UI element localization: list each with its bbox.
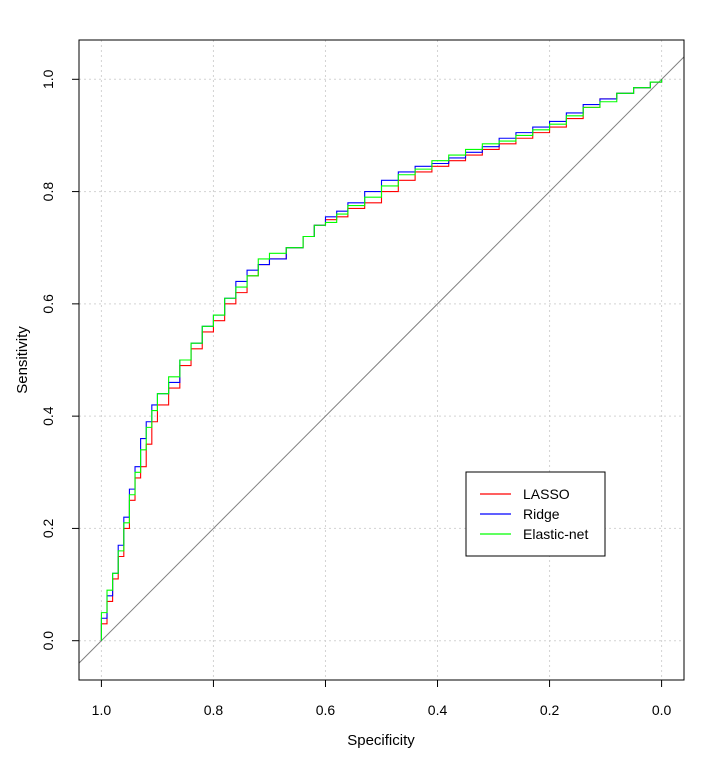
grid xyxy=(79,40,684,680)
y-tick-label: 0.0 xyxy=(40,631,56,651)
y-tick-label: 0.6 xyxy=(40,294,56,314)
x-tick-label: 0.4 xyxy=(428,702,448,718)
y-tick-label: 0.4 xyxy=(40,406,56,426)
legend-label-lasso: LASSO xyxy=(523,486,570,502)
x-axis-title: Specificity xyxy=(347,732,415,749)
series-lines xyxy=(100,79,663,641)
y-axis: 0.0 0.2 0.4 0.6 0.8 1.0 xyxy=(40,69,80,651)
series-line-elastic-net xyxy=(100,79,663,641)
x-axis: 1.0 0.8 0.6 0.4 0.2 0.0 xyxy=(92,679,672,718)
x-tick-label: 0.6 xyxy=(316,702,336,718)
legend: LASSO Ridge Elastic-net xyxy=(465,471,606,557)
reference-line xyxy=(78,56,685,664)
legend-label-ridge: Ridge xyxy=(523,506,560,522)
y-tick-label: 1.0 xyxy=(40,69,56,89)
y-tick-label: 0.2 xyxy=(40,518,56,538)
y-tick-label: 0.8 xyxy=(40,182,56,202)
x-tick-label: 1.0 xyxy=(92,702,112,718)
x-tick-label: 0.8 xyxy=(204,702,224,718)
x-tick-label: 0.2 xyxy=(540,702,560,718)
y-axis-title: Sensitivity xyxy=(14,326,31,394)
reference-diagonal xyxy=(78,56,685,664)
legend-label-elastic-net: Elastic-net xyxy=(523,526,588,542)
x-tick-label: 0.0 xyxy=(652,702,672,718)
